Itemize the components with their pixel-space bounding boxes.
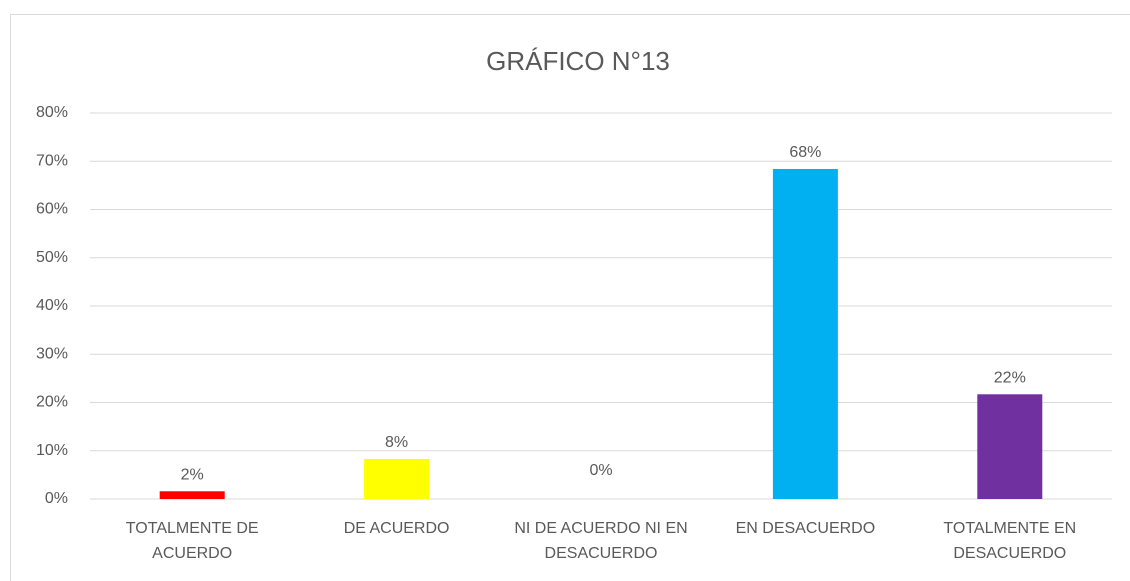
data-label: 22% [994, 370, 1026, 387]
x-tick-label: DE ACUERDO [343, 520, 450, 537]
chart-border [10, 14, 1130, 581]
y-tick-label: 20% [36, 394, 68, 411]
bar [364, 458, 430, 499]
x-tick-label: TOTALMENTE DE ACUERDO [125, 520, 259, 562]
data-label: 0% [589, 462, 612, 479]
data-label: 68% [789, 144, 821, 161]
x-tick-label: TOTALMENTE EN DESACUERDO [943, 520, 1077, 562]
data-label: 8% [385, 434, 408, 451]
y-tick-label: 40% [36, 297, 68, 314]
data-label: 2% [181, 466, 204, 483]
y-tick-label: 0% [45, 490, 68, 507]
bar [977, 394, 1043, 499]
bar [772, 168, 838, 499]
bar [159, 491, 225, 499]
y-tick-label: 60% [36, 201, 68, 218]
chart-title: GRÁFICO N°13 [486, 46, 670, 76]
y-tick-label: 50% [36, 249, 68, 266]
y-tick-label: 10% [36, 442, 68, 459]
x-tick-label: EN DESACUERDO [735, 520, 876, 537]
y-tick-label: 80% [36, 104, 68, 121]
y-tick-label: 70% [36, 152, 68, 169]
y-tick-label: 30% [36, 345, 68, 362]
x-tick-label: NI DE ACUERDO NI EN DESACUERDO [514, 520, 688, 562]
